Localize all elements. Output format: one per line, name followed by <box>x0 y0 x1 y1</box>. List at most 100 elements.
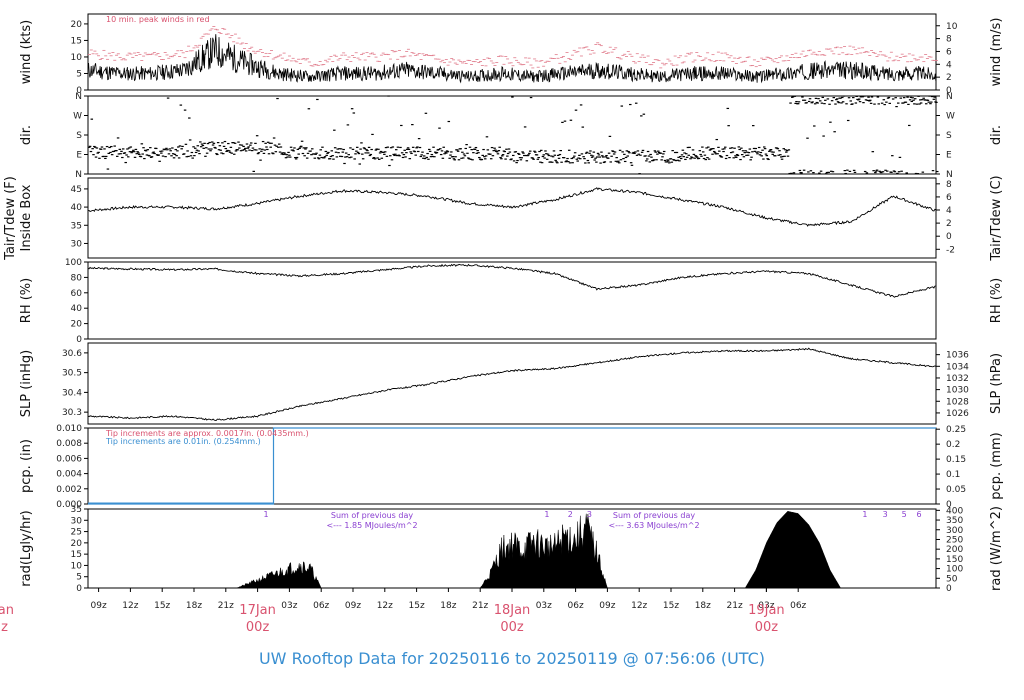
xtick-label: 06z <box>568 601 584 611</box>
ytick-right-label-slp: 1030 <box>946 386 969 396</box>
pcp-annotation-approx: Tip increments are approx. 0.0017in. (0.… <box>105 429 309 438</box>
ytick-right-label-wind: 4 <box>946 60 952 70</box>
panel-slp: SLP (inHg) SLP (hPa) 30.3 30.4 30.5 30.6 1026 1… <box>19 342 1004 425</box>
ytick-right-label-temp: -2 <box>946 245 955 255</box>
ytick-right-label-pcp: 0.1 <box>946 470 960 480</box>
rad-marker: 3 <box>883 510 888 519</box>
rad-marker: 2 <box>568 510 573 519</box>
ytick-label-rh: 20 <box>71 320 83 330</box>
panel-pcp: pcp. (in) pcp. (mm) 0.000 0.002 0.004 0.006 0.… <box>19 424 1004 510</box>
ytick-right-label-temp: 6 <box>946 193 952 203</box>
ytick-label-rh: 100 <box>65 258 82 268</box>
ytick-label-rad: 20 <box>71 539 83 549</box>
xtick-label: 06z <box>313 601 329 611</box>
ytick-right-label-wind: 10 <box>946 22 958 32</box>
xtick-label: 12z <box>122 601 138 611</box>
ytick-right-label-dir: S <box>946 131 952 141</box>
xtick-label: 03z <box>758 601 774 611</box>
series-line-slp <box>87 347 937 421</box>
ytick-label-dir: S <box>76 131 82 141</box>
ytick-right-label-wind: 6 <box>946 47 952 57</box>
xtick-label: 12z <box>631 601 647 611</box>
ytick-label-rad: 0 <box>76 584 82 594</box>
ytick-label-rh: 60 <box>71 289 83 299</box>
panel-dir: dir. dir.N NE ES SW WN N <box>19 92 1004 180</box>
xtick-label: 18z <box>186 601 202 611</box>
xtick-label: 21z <box>727 601 743 611</box>
rad-marker: 6 <box>916 510 921 519</box>
ytick-right-label-temp: 0 <box>946 232 952 242</box>
xtick-label: 21z <box>218 601 234 611</box>
ytick-label-rad: 35 <box>71 505 82 515</box>
series-line-temp <box>87 187 937 227</box>
rad-marker: 1 <box>544 510 549 519</box>
series-line-rh <box>87 263 937 298</box>
ytick-label-slp: 30.3 <box>62 408 82 418</box>
series-line-pcp <box>88 427 936 505</box>
panel-rad: rad(Lgly/hr) rad (W/m^2)05101520253035050… <box>19 505 1004 594</box>
rad-marker: 1 <box>264 510 269 519</box>
ylabel-slp: SLP (inHg) <box>19 350 34 418</box>
panel-rh: RH (%) RH (%) 0 20 40 60 80 100 <box>19 258 1004 345</box>
ytick-label-rad: 10 <box>71 561 83 571</box>
xtick-label: 21z <box>472 601 488 611</box>
ytick-right-label-rad: 400 <box>946 506 963 516</box>
ytick-label-rh: 80 <box>71 273 83 283</box>
ytick-label-wind: 10 <box>71 53 83 63</box>
ytick-label-slp: 30.5 <box>62 369 82 379</box>
day-label-date: 17Jan <box>239 603 276 618</box>
ytick-right-label-temp: 8 <box>946 180 952 190</box>
ytick-right-label-rad: 0 <box>946 584 952 594</box>
ytick-right-label-slp: 1034 <box>946 362 969 372</box>
ylabel-pcp: pcp. (in) <box>19 439 34 493</box>
ytick-label-pcp: 0.000 <box>56 500 82 510</box>
xtick-label: 09z <box>91 601 107 611</box>
ytick-right-label-dir: W <box>946 112 955 122</box>
rad-sum-label-1: Sum of previous day <box>331 511 413 520</box>
xtick-label: 12z <box>377 601 393 611</box>
panel-frame-rh <box>87 261 937 340</box>
ytick-right-label-temp: 4 <box>946 206 952 216</box>
radiation-area-day1 <box>236 561 322 589</box>
ytick-right-label-temp: 2 <box>946 219 952 229</box>
radiation-area-day3 <box>744 511 842 589</box>
ytick-right-label-slp: 1026 <box>946 409 969 419</box>
ylabel-right-rh: RH (%) <box>989 278 1004 323</box>
day-label-clipped-date: Jan <box>0 603 14 618</box>
xtick-label: 09z <box>345 601 361 611</box>
wind-annotation: 10 min. peak winds in red <box>106 15 210 24</box>
rad-marker: 1 <box>862 510 867 519</box>
ytick-right-label-rad: 300 <box>946 526 963 536</box>
ylabel-right-pcp: pcp. (mm) <box>989 432 1004 499</box>
ytick-right-label-rad: 200 <box>946 545 963 555</box>
day-label-time: 00z <box>500 620 524 635</box>
ytick-label-rad: 30 <box>71 516 83 526</box>
ytick-label-pcp: 0.004 <box>56 470 82 480</box>
ytick-label-temp: 40 <box>71 203 83 213</box>
ytick-right-label-rad: 350 <box>946 516 963 526</box>
ytick-label-slp: 30.6 <box>62 349 82 359</box>
ytick-label-rad: 15 <box>71 550 82 560</box>
ytick-label-pcp: 0.002 <box>56 485 82 495</box>
ytick-right-label-slp: 1032 <box>946 374 969 384</box>
panel-frame-slp <box>87 342 937 425</box>
ytick-label-temp: 35 <box>71 221 82 231</box>
ylabel-right-dir: dir. <box>989 125 1004 145</box>
ylabel-temp: Tair/Tdew (F) <box>3 176 18 261</box>
ytick-label-pcp: 0.010 <box>56 424 82 434</box>
ylabel-rh: RH (%) <box>19 278 34 323</box>
rad-sum-value-1: <--- 1.85 MJoules/m^2 <box>326 521 417 530</box>
day-label-time: 00z <box>246 620 270 635</box>
panel-temp: Tair/Tdew (F) Inside Box Tair/Tdew (C) 30 35… <box>3 175 1004 261</box>
panel-frame-temp <box>87 177 937 259</box>
panel-frame-dir <box>87 95 937 175</box>
ytick-right-label-wind: 2 <box>946 73 952 83</box>
ytick-label-wind: 0 <box>76 86 82 96</box>
ytick-label-dir: N <box>75 92 82 102</box>
xtick-label: 03z <box>536 601 552 611</box>
ytick-label-wind: 20 <box>71 20 83 30</box>
ytick-label-rad: 25 <box>71 528 82 538</box>
series-line-wind-mean <box>87 34 937 84</box>
day-label-clipped-time: z <box>1 620 8 635</box>
